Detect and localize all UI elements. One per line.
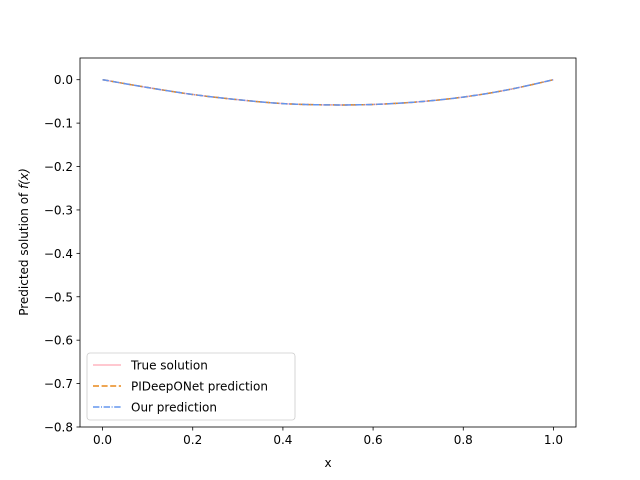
y-tick-label: −0.3 bbox=[44, 203, 73, 217]
y-axis-label: Predicted solution of f(x) bbox=[17, 168, 31, 316]
x-axis-label: x bbox=[324, 456, 331, 470]
x-tick-label: 0.8 bbox=[454, 433, 473, 447]
x-axis: 0.0 0.2 0.4 0.6 0.8 1.0 bbox=[93, 427, 563, 447]
y-tick-label: −0.5 bbox=[44, 290, 73, 304]
legend: True solution PIDeepONet prediction Our pr… bbox=[86, 352, 296, 421]
series-line-3 bbox=[102, 78, 554, 106]
y-tick-label: −0.6 bbox=[44, 334, 73, 348]
x-tick-label: 0.0 bbox=[93, 433, 112, 447]
legend-label-1: True solution bbox=[130, 359, 208, 373]
y-tick-label: −0.1 bbox=[44, 117, 73, 131]
y-axis-label-prefix: Predicted solution of bbox=[17, 189, 31, 316]
x-tick-label: 1.0 bbox=[544, 433, 563, 447]
y-tick-label: 0.0 bbox=[54, 73, 73, 87]
series-layer bbox=[102, 78, 554, 106]
x-tick-label: 0.4 bbox=[273, 433, 292, 447]
y-tick-label: −0.8 bbox=[44, 421, 73, 435]
y-tick-label: −0.7 bbox=[44, 377, 73, 391]
y-axis-label-math: f(x) bbox=[17, 168, 31, 189]
legend-label-2: PIDeepONet prediction bbox=[131, 380, 268, 394]
legend-label-3: Our prediction bbox=[131, 401, 217, 415]
legend-frame bbox=[86, 352, 296, 421]
y-tick-label: −0.4 bbox=[44, 247, 73, 261]
y-tick-label: −0.2 bbox=[44, 160, 73, 174]
plot-frame bbox=[79, 57, 577, 428]
x-tick-label: 0.2 bbox=[183, 433, 202, 447]
x-tick-label: 0.6 bbox=[364, 433, 383, 447]
y-axis: 0.0 −0.1 −0.2 −0.3 −0.4 −0.5 −0.6 −0.7 −0.8 bbox=[44, 73, 80, 435]
